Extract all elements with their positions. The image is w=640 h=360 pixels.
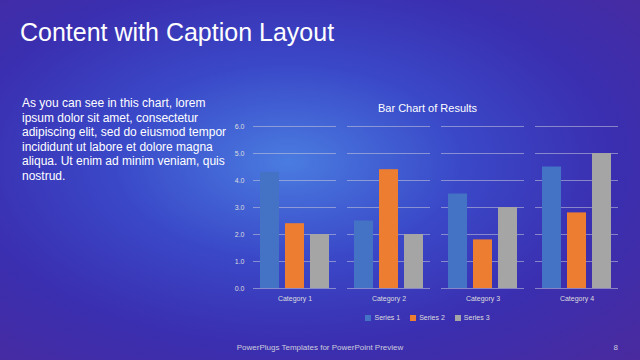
svg-text:Category 4: Category 4 (560, 295, 594, 303)
svg-text:6.0: 6.0 (235, 123, 245, 130)
html-text:Bar Chart of Results: Bar Chart of Results (378, 102, 477, 114)
html-text:Content with Caption Layout: Content with Caption Layout (20, 18, 335, 46)
html-text:Series 2: Series 2 (419, 314, 445, 321)
svg-text:Category 3: Category 3 (466, 295, 500, 303)
html-text:Series 3: Series 3 (463, 314, 490, 321)
html-text:8: 8 (613, 343, 618, 352)
html-text:PowerPlugs Templates for Power: PowerPlugs Templates for PowerPoint Prev… (236, 343, 404, 352)
svg-text:2.0: 2.0 (235, 231, 245, 238)
svg-text:Category 2: Category 2 (372, 295, 406, 303)
svg-text:3.0: 3.0 (235, 204, 245, 211)
svg-text:Category 1: Category 1 (278, 295, 312, 303)
svg-text:5.0: 5.0 (235, 150, 245, 157)
svg-text:0.0: 0.0 (235, 285, 245, 292)
svg-text:4.0: 4.0 (235, 177, 245, 184)
html-text:Series 1: Series 1 (374, 314, 401, 321)
svg-text:1.0: 1.0 (235, 258, 245, 265)
html-text:As you can see in this chart,: As you can see in this chart, lorem ipsu… (22, 96, 227, 183)
